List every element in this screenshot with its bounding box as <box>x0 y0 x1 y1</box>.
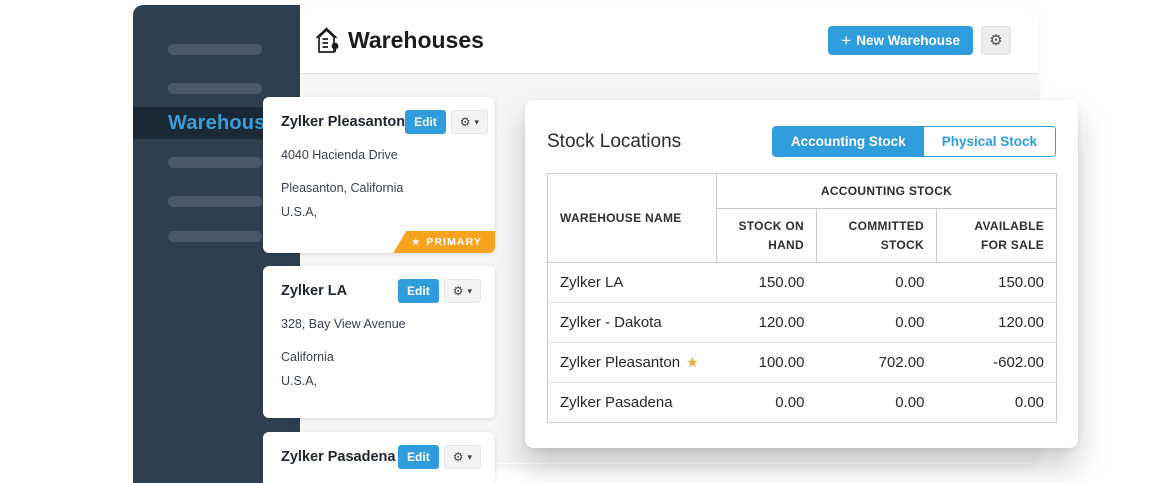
warehouse-icon <box>316 27 339 53</box>
committed-stock-cell: 0.00 <box>895 274 925 291</box>
address-line: U.S.A, <box>281 205 318 219</box>
available-for-sale-cell: 0.00 <box>1014 394 1045 411</box>
available-for-sale-cell: 120.00 <box>998 314 1045 331</box>
primary-badge-label: PRIMARY <box>426 236 482 248</box>
edit-button[interactable]: Edit <box>398 279 439 303</box>
column-header-warehouse-name: WAREHOUSE NAME <box>547 173 717 263</box>
table-row[interactable]: Zylker Pleasanton ★ 100.00 702.00 -602.00 <box>547 343 1057 383</box>
card-gear-dropdown-button[interactable]: ⚙ ▾ <box>443 279 481 303</box>
address-line: U.S.A, <box>281 374 318 388</box>
star-icon: ★ <box>411 236 421 248</box>
warehouse-name-cell: Zylker Pleasanton ★ <box>560 354 699 371</box>
edit-button[interactable]: Edit <box>398 445 439 469</box>
settings-gear-button[interactable]: ⚙ <box>981 26 1011 55</box>
address-line: Pleasanton, California <box>281 181 404 195</box>
committed-stock-cell: 0.00 <box>895 314 925 331</box>
tab-physical-stock[interactable]: Physical Stock <box>923 127 1055 156</box>
table-row[interactable]: Zylker Pasadena 0.00 0.00 0.00 <box>547 383 1057 423</box>
address-line: California <box>281 350 334 364</box>
gear-icon: ⚙ <box>452 450 464 464</box>
table-row[interactable]: Zylker - Dakota 120.00 0.00 120.00 <box>547 303 1057 343</box>
column-header-stock-on-hand: STOCK ON HAND <box>716 208 817 263</box>
warehouse-name-cell: Zylker - Dakota <box>560 314 662 331</box>
sidebar-item-warehouse-label: Warehouse <box>168 111 277 134</box>
new-warehouse-button-label: New Warehouse <box>856 33 960 48</box>
page-title: Warehouses <box>348 27 484 53</box>
warehouse-name-cell: Zylker Pasadena <box>560 394 673 411</box>
stock-on-hand-cell: 120.00 <box>758 314 805 331</box>
warehouse-card-title: Zylker Pleasanton <box>281 114 406 130</box>
stock-on-hand-cell: 100.00 <box>758 354 805 371</box>
new-warehouse-button[interactable]: + New Warehouse <box>828 26 973 55</box>
warehouse-card-title: Zylker Pasadena <box>281 449 396 465</box>
primary-star-icon: ★ <box>686 354 699 370</box>
available-for-sale-cell: -602.00 <box>993 354 1045 371</box>
stock-tabs: Accounting Stock Physical Stock <box>771 126 1056 157</box>
warehouse-card-pleasanton: Zylker Pleasanton Edit ⚙ ▾ 4040 Hacienda… <box>263 97 495 253</box>
sidebar-placeholder-item <box>168 157 262 168</box>
warehouse-card-la: Zylker LA Edit ⚙ ▾ 328, Bay View Avenue … <box>263 266 495 418</box>
edit-button[interactable]: Edit <box>405 110 446 134</box>
sidebar-placeholder-item <box>168 44 262 55</box>
column-header-committed-stock: COMMITTED STOCK <box>816 208 937 263</box>
card-gear-dropdown-button[interactable]: ⚙ ▾ <box>450 110 489 134</box>
stock-table: WAREHOUSE NAME ACCOUNTING STOCK STOCK ON… <box>547 173 1058 423</box>
stock-panel-title: Stock Locations <box>547 130 682 152</box>
primary-badge: ★ PRIMARY <box>393 231 495 253</box>
stock-on-hand-cell: 150.00 <box>758 274 805 291</box>
stock-panel-header: Stock Locations Accounting Stock Physica… <box>525 100 1078 157</box>
gear-icon: ⚙ <box>989 32 1003 49</box>
warehouse-card-title: Zylker LA <box>281 283 348 299</box>
table-row[interactable]: Zylker LA 150.00 0.00 150.00 <box>547 262 1057 303</box>
gear-icon: ⚙ <box>452 284 464 298</box>
gear-icon: ⚙ <box>459 115 471 129</box>
plus-icon: + <box>841 31 852 50</box>
committed-stock-cell: 0.00 <box>895 394 925 411</box>
column-header-available-for-sale: AVAILABLE FOR SALE <box>935 208 1058 263</box>
stock-locations-panel: Stock Locations Accounting Stock Physica… <box>525 100 1078 448</box>
chevron-down-icon: ▾ <box>467 285 472 296</box>
address-line: 328, Bay View Avenue <box>281 317 406 331</box>
warehouse-card-pasadena: Zylker Pasadena Edit ⚙ ▾ <box>263 432 495 483</box>
address-line: 4040 Hacienda Drive <box>281 148 398 162</box>
sidebar-placeholder-item <box>168 83 262 94</box>
column-group-header-accounting-stock: ACCOUNTING STOCK <box>715 173 1058 209</box>
tab-accounting-stock[interactable]: Accounting Stock <box>772 127 924 156</box>
warehouse-name-cell: Zylker LA <box>560 274 624 291</box>
stock-on-hand-cell: 0.00 <box>775 394 805 411</box>
card-gear-dropdown-button[interactable]: ⚙ ▾ <box>443 445 481 469</box>
sidebar-placeholder-item <box>168 196 262 207</box>
chevron-down-icon: ▾ <box>474 116 480 127</box>
chevron-down-icon: ▾ <box>467 451 472 462</box>
sidebar-placeholder-item <box>168 231 262 242</box>
main-header: Warehouses + New Warehouse ⚙ <box>300 8 1038 74</box>
committed-stock-cell: 702.00 <box>878 354 925 371</box>
available-for-sale-cell: 150.00 <box>998 274 1045 291</box>
